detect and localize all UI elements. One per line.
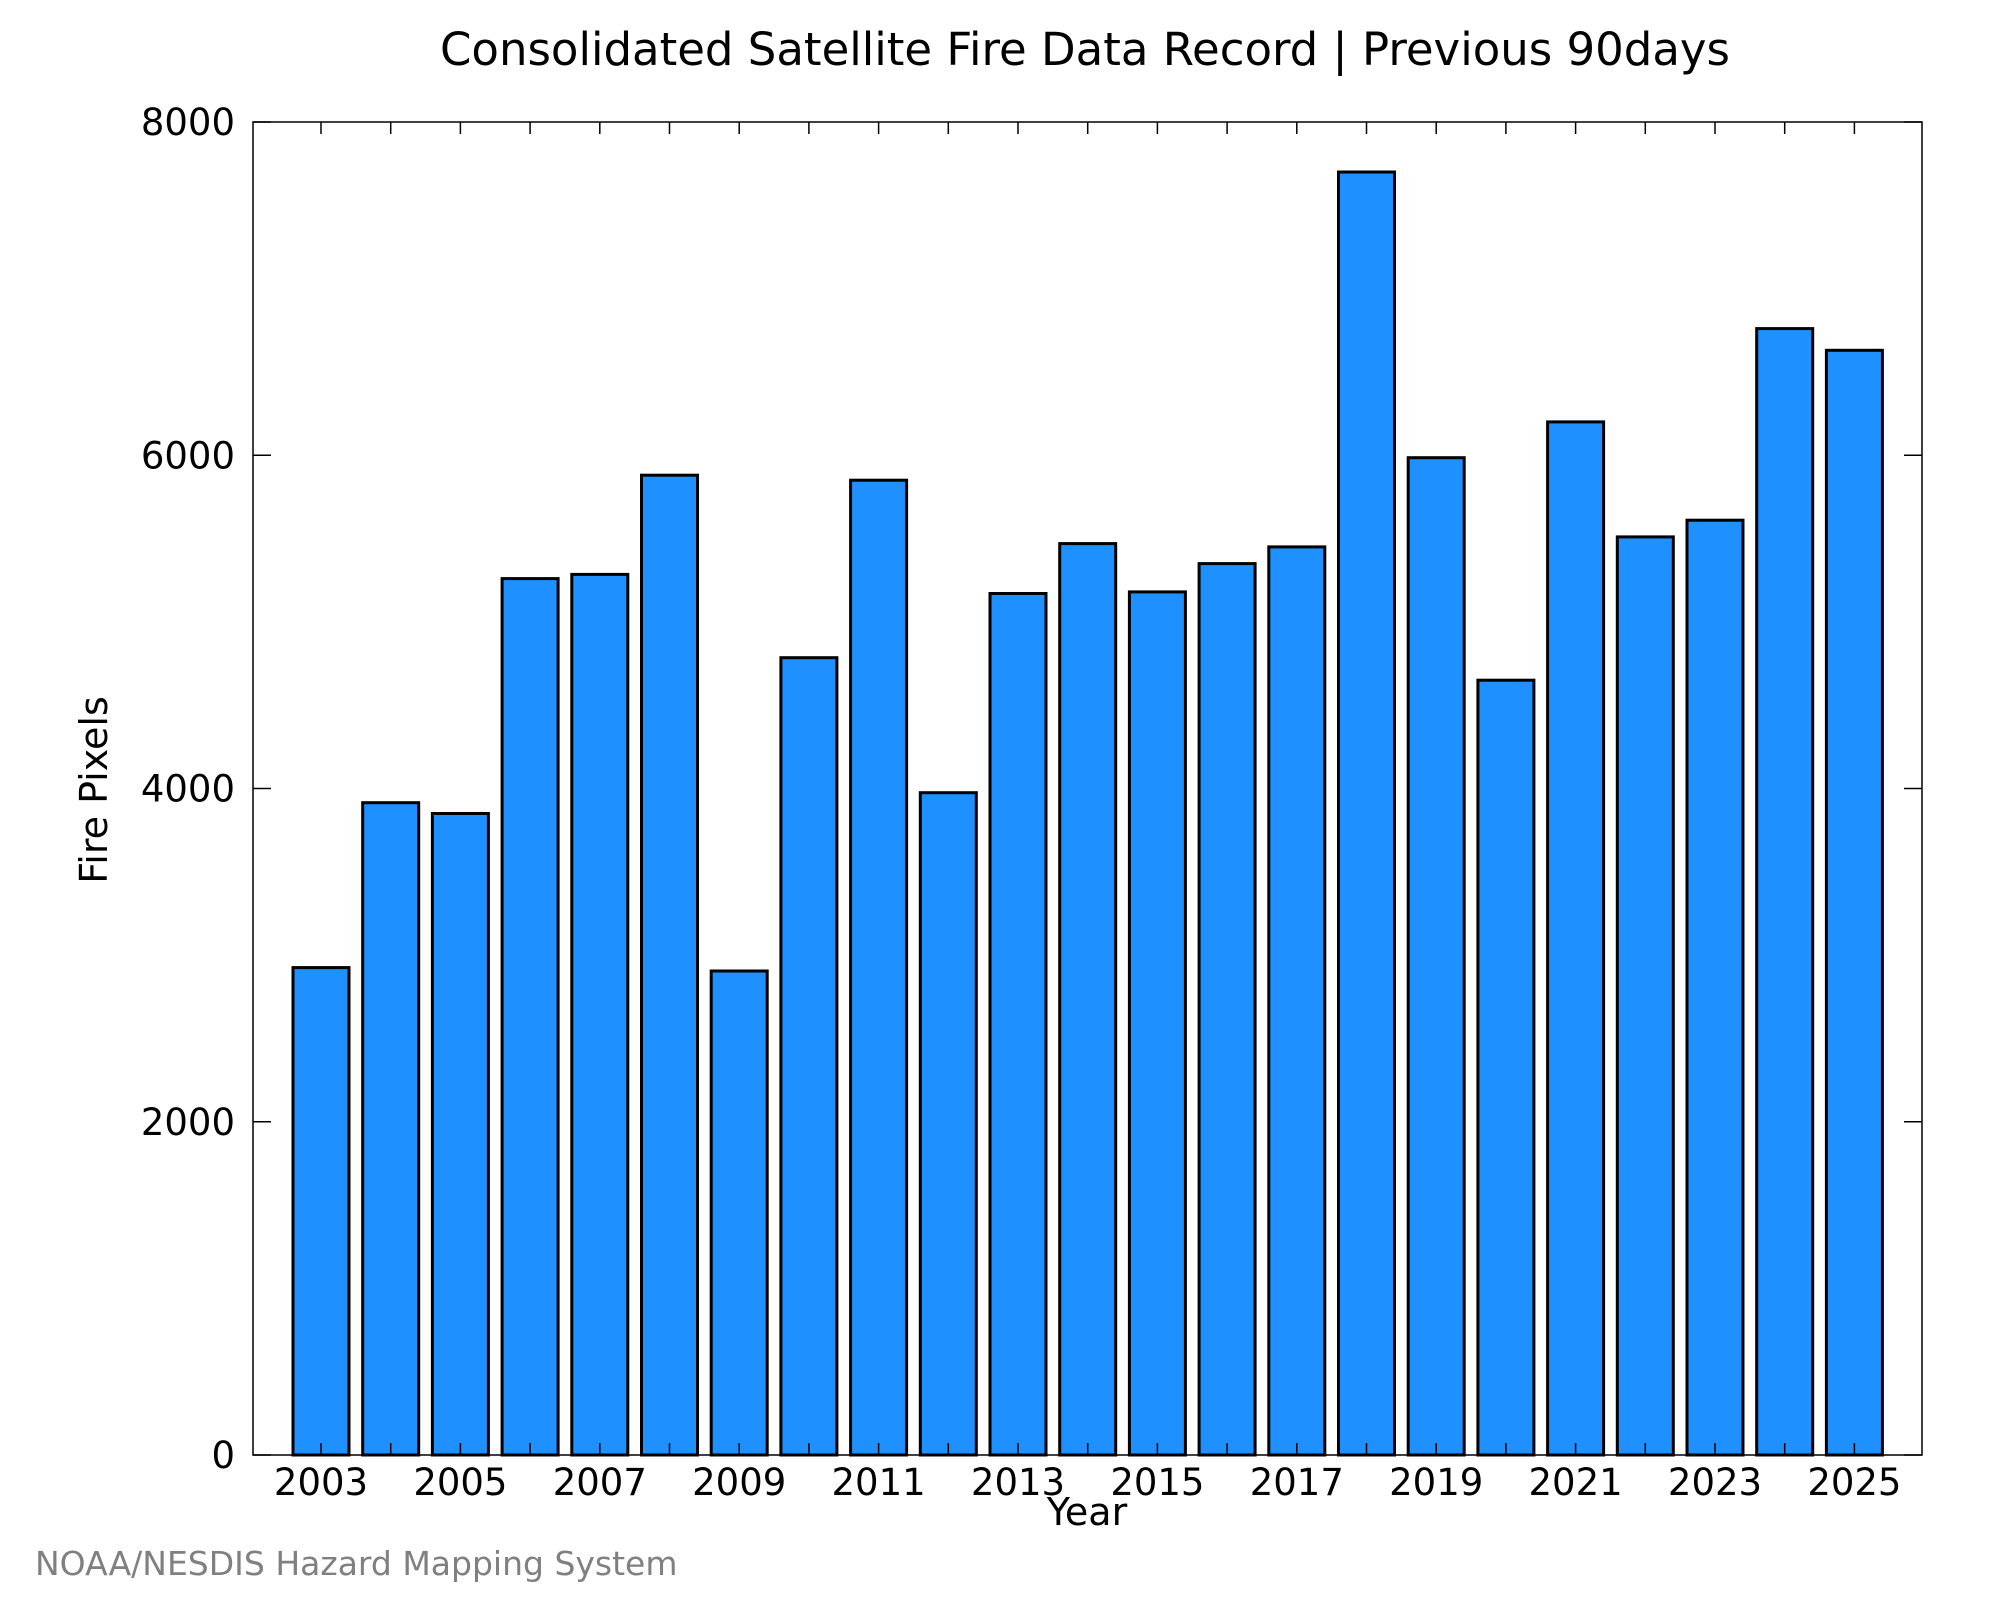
x-tick-label: 2005 xyxy=(413,1461,507,1504)
x-tick-label: 2007 xyxy=(553,1461,647,1504)
bar-2010 xyxy=(779,656,839,1457)
bar-2017 xyxy=(1267,545,1327,1457)
x-tick-label: 2009 xyxy=(692,1461,786,1504)
bar-2024 xyxy=(1755,327,1815,1457)
bar-2014 xyxy=(1058,542,1118,1457)
x-axis-label: Year xyxy=(1046,1490,1128,1534)
bar-2006 xyxy=(500,577,560,1457)
x-tick-label: 2023 xyxy=(1668,1461,1762,1504)
x-tick-label: 2017 xyxy=(1250,1461,1344,1504)
chart-title: Consolidated Satellite Fire Data Record … xyxy=(440,23,1730,76)
bar-2012 xyxy=(918,791,978,1457)
bar-2013 xyxy=(988,592,1048,1457)
x-tick-label: 2015 xyxy=(1110,1461,1204,1504)
bar-2015 xyxy=(1127,590,1187,1457)
x-tick-label: 2013 xyxy=(971,1461,1065,1504)
y-axis-label: Fire Pixels xyxy=(72,696,116,884)
bar-2020 xyxy=(1476,678,1536,1457)
bar-2009 xyxy=(709,969,769,1457)
bar-2025 xyxy=(1824,348,1884,1457)
ticks-group: 0 2000 4000 6000 8000 2003 2005 2007 2009 2011 201… xyxy=(141,101,1922,1504)
x-tick-label: 2003 xyxy=(274,1461,368,1504)
y-tick-label: 0 xyxy=(211,1434,235,1477)
y-tick-label: 2000 xyxy=(141,1101,235,1144)
x-tick-label: 2021 xyxy=(1529,1461,1623,1504)
x-tick-label: 2011 xyxy=(832,1461,926,1504)
bar-2021 xyxy=(1546,420,1606,1457)
bar-2007 xyxy=(570,572,630,1457)
plot-frame xyxy=(252,121,1923,1456)
x-tick-label: 2025 xyxy=(1807,1461,1901,1504)
bar-2005 xyxy=(430,812,490,1457)
bar-2023 xyxy=(1685,518,1745,1457)
bar-2022 xyxy=(1615,535,1675,1457)
bar-2019 xyxy=(1406,456,1466,1457)
bar-2016 xyxy=(1197,562,1257,1457)
y-tick-label: 4000 xyxy=(141,768,235,811)
y-tick-label: 6000 xyxy=(141,434,235,477)
bar-2011 xyxy=(849,478,909,1457)
source-credit: NOAA/NESDIS Hazard Mapping System xyxy=(35,1544,678,1583)
bar-2018 xyxy=(1337,170,1396,1457)
y-tick-label: 8000 xyxy=(141,101,235,144)
bars-group xyxy=(291,170,1884,1457)
bar-2004 xyxy=(361,801,421,1457)
x-tick-label: 2019 xyxy=(1389,1461,1483,1504)
bar-2003 xyxy=(291,966,351,1457)
bar-2008 xyxy=(640,473,699,1457)
